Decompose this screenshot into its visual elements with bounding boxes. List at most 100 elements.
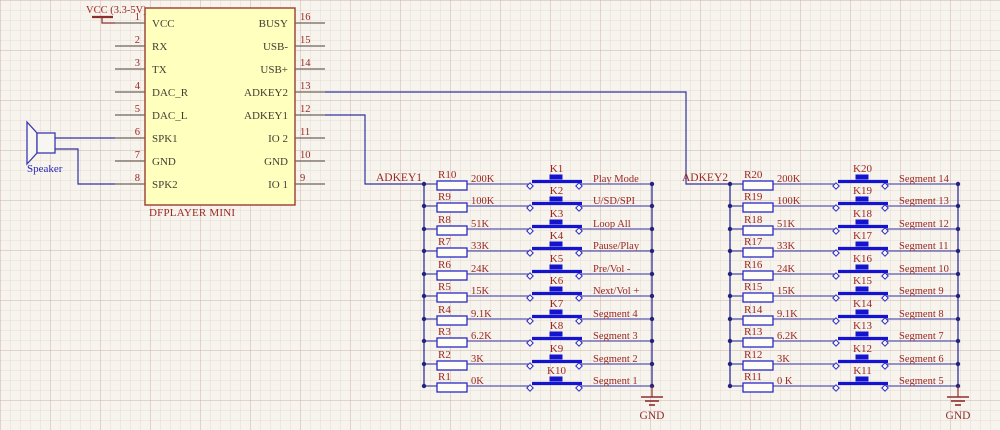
pushbutton-terminal[interactable] xyxy=(881,227,889,235)
pushbutton-terminal[interactable] xyxy=(575,249,583,257)
speaker-icon[interactable] xyxy=(26,120,56,166)
pushbutton-icon[interactable] xyxy=(832,331,889,347)
pushbutton-icon[interactable] xyxy=(526,196,583,212)
pushbutton-icon[interactable] xyxy=(832,241,889,257)
vcc-power-port-icon[interactable]: VCC (3.3-5V) xyxy=(86,5,147,24)
pushbutton-actuator[interactable] xyxy=(549,376,563,382)
pushbutton-terminal[interactable] xyxy=(832,294,840,302)
pushbutton-icon[interactable] xyxy=(832,376,889,392)
pushbutton-icon[interactable] xyxy=(832,219,889,235)
speaker-wire[interactable] xyxy=(55,148,115,185)
pushbutton-terminal[interactable] xyxy=(526,339,534,347)
resistor-icon[interactable] xyxy=(742,270,774,281)
pushbutton-icon[interactable] xyxy=(526,376,583,392)
pushbutton-icon[interactable] xyxy=(526,286,583,302)
pushbutton-actuator[interactable] xyxy=(549,309,563,315)
pushbutton-terminal[interactable] xyxy=(526,249,534,257)
resistor-icon[interactable] xyxy=(742,337,774,348)
pushbutton-icon[interactable] xyxy=(526,354,583,370)
pushbutton-actuator[interactable] xyxy=(855,174,869,180)
pushbutton-terminal[interactable] xyxy=(881,204,889,212)
pushbutton-terminal[interactable] xyxy=(526,294,534,302)
resistor-icon[interactable] xyxy=(742,180,774,191)
pushbutton-terminal[interactable] xyxy=(526,204,534,212)
resistor-icon[interactable] xyxy=(742,247,774,258)
pushbutton-terminal[interactable] xyxy=(575,204,583,212)
speaker-driver[interactable] xyxy=(36,132,56,154)
resistor-icon[interactable] xyxy=(436,270,468,281)
pushbutton-actuator[interactable] xyxy=(855,309,869,315)
pushbutton-terminal[interactable] xyxy=(575,339,583,347)
pushbutton-terminal[interactable] xyxy=(832,384,840,392)
pushbutton-terminal[interactable] xyxy=(832,362,840,370)
wire-adkey2[interactable] xyxy=(325,91,730,185)
pushbutton-terminal[interactable] xyxy=(832,272,840,280)
resistor-icon[interactable] xyxy=(742,292,774,303)
pushbutton-icon[interactable] xyxy=(526,241,583,257)
pushbutton-terminal[interactable] xyxy=(881,249,889,257)
resistor-icon[interactable] xyxy=(436,337,468,348)
pushbutton-terminal[interactable] xyxy=(881,339,889,347)
pushbutton-terminal[interactable] xyxy=(575,362,583,370)
resistor-icon[interactable] xyxy=(436,360,468,371)
resistor-icon[interactable] xyxy=(742,202,774,213)
pushbutton-actuator[interactable] xyxy=(549,264,563,270)
pushbutton-terminal[interactable] xyxy=(526,182,534,190)
pushbutton-icon[interactable] xyxy=(832,286,889,302)
resistor-icon[interactable] xyxy=(436,180,468,191)
pushbutton-icon[interactable] xyxy=(526,331,583,347)
pushbutton-terminal[interactable] xyxy=(881,362,889,370)
pushbutton-terminal[interactable] xyxy=(526,362,534,370)
pushbutton-terminal[interactable] xyxy=(526,272,534,280)
pushbutton-actuator[interactable] xyxy=(549,286,563,292)
pushbutton-terminal[interactable] xyxy=(526,384,534,392)
pushbutton-terminal[interactable] xyxy=(881,294,889,302)
pushbutton-actuator[interactable] xyxy=(855,264,869,270)
pushbutton-actuator[interactable] xyxy=(855,354,869,360)
ic-body[interactable] xyxy=(144,7,296,206)
pushbutton-terminal[interactable] xyxy=(881,182,889,190)
resistor-icon[interactable] xyxy=(436,225,468,236)
pushbutton-actuator[interactable] xyxy=(855,331,869,337)
resistor-icon[interactable] xyxy=(742,315,774,326)
pushbutton-icon[interactable] xyxy=(526,264,583,280)
pushbutton-terminal[interactable] xyxy=(575,317,583,325)
pushbutton-actuator[interactable] xyxy=(855,286,869,292)
pushbutton-terminal[interactable] xyxy=(575,182,583,190)
resistor-icon[interactable] xyxy=(436,247,468,258)
pushbutton-actuator[interactable] xyxy=(549,219,563,225)
pushbutton-actuator[interactable] xyxy=(549,354,563,360)
pushbutton-actuator[interactable] xyxy=(549,174,563,180)
pushbutton-actuator[interactable] xyxy=(549,196,563,202)
pushbutton-terminal[interactable] xyxy=(575,384,583,392)
pushbutton-terminal[interactable] xyxy=(832,317,840,325)
pushbutton-terminal[interactable] xyxy=(881,272,889,280)
pushbutton-terminal[interactable] xyxy=(832,227,840,235)
pushbutton-terminal[interactable] xyxy=(575,272,583,280)
pushbutton-terminal[interactable] xyxy=(526,227,534,235)
pushbutton-terminal[interactable] xyxy=(575,294,583,302)
pushbutton-actuator[interactable] xyxy=(549,241,563,247)
pushbutton-icon[interactable] xyxy=(526,309,583,325)
wire-adkey1[interactable] xyxy=(325,114,424,185)
pushbutton-icon[interactable] xyxy=(832,309,889,325)
pushbutton-icon[interactable] xyxy=(832,196,889,212)
pushbutton-icon[interactable] xyxy=(832,354,889,370)
pushbutton-icon[interactable] xyxy=(526,219,583,235)
resistor-icon[interactable] xyxy=(742,225,774,236)
pushbutton-terminal[interactable] xyxy=(881,384,889,392)
pushbutton-terminal[interactable] xyxy=(881,317,889,325)
resistor-icon[interactable] xyxy=(436,382,468,393)
pushbutton-terminal[interactable] xyxy=(575,227,583,235)
speaker-cone[interactable] xyxy=(26,120,38,166)
pushbutton-icon[interactable] xyxy=(832,264,889,280)
pushbutton-actuator[interactable] xyxy=(855,196,869,202)
pushbutton-icon[interactable] xyxy=(526,174,583,190)
power-wire[interactable] xyxy=(101,17,115,24)
pushbutton-actuator[interactable] xyxy=(855,241,869,247)
pushbutton-terminal[interactable] xyxy=(832,182,840,190)
resistor-icon[interactable] xyxy=(742,382,774,393)
gnd-port-icon[interactable]: GND xyxy=(640,386,665,422)
